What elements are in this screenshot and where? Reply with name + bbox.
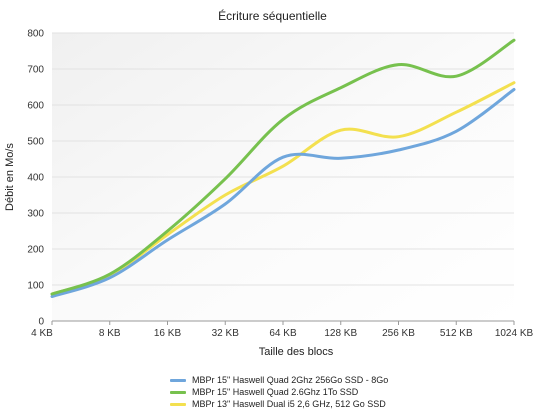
series-layer: [50, 38, 516, 299]
legend-item: MBPr 15" Haswell Quad 2Ghz 256Go SSD - 8…: [170, 374, 388, 386]
y-tick-label: 300: [27, 209, 44, 220]
y-tick-label: 0: [38, 317, 44, 328]
y-axis-title: Débit en Mo/s: [4, 143, 16, 211]
x-tick-label: 8 KB: [99, 328, 121, 339]
x-tick-label: 128 KB: [324, 328, 357, 339]
legend-label: MBPr 15" Haswell Quad 2.6Ghz 1To SSD: [192, 387, 359, 397]
x-tick-label: 16 KB: [154, 328, 182, 339]
y-tick-label: 600: [27, 101, 44, 112]
x-tick-label: 32 KB: [212, 328, 240, 339]
series-line-2: [50, 38, 516, 296]
legend-swatch: [170, 378, 186, 382]
y-ticks: 0 100 200 300 400 500 600 700 800: [27, 29, 44, 328]
legend-swatch: [170, 390, 186, 394]
x-tick-label: 64 KB: [269, 328, 297, 339]
y-tick-label: 800: [27, 29, 44, 40]
x-ticks: 4 KB 8 KB 16 KB 32 KB 64 KB 128 KB 256 KB 512 K…: [31, 321, 534, 339]
legend-label: MBPr 13" Haswell Dual i5 2,6 GHz, 512 Go…: [192, 399, 386, 409]
legend: MBPr 15" Haswell Quad 2Ghz 256Go SSD - 8…: [170, 374, 388, 410]
x-tick-label: 4 KB: [31, 328, 53, 339]
legend-item: MBPr 15" Haswell Quad 2.6Ghz 1To SSD: [170, 386, 388, 398]
x-tick-label: 1024 KB: [495, 328, 534, 339]
y-tick-label: 700: [27, 65, 44, 76]
chart-title: Écriture séquentielle: [218, 9, 327, 23]
x-tick-label: 512 KB: [440, 328, 473, 339]
y-tick-label: 400: [27, 173, 44, 184]
y-tick-label: 500: [27, 137, 44, 148]
legend-label: MBPr 15" Haswell Quad 2Ghz 256Go SSD - 8…: [192, 375, 389, 385]
series-line-1: [50, 88, 516, 299]
x-axis-title: Taille des blocs: [259, 346, 334, 358]
x-tick-label: 256 KB: [382, 328, 415, 339]
y-tick-label: 100: [27, 281, 44, 292]
legend-swatch: [170, 402, 186, 406]
y-tick-label: 200: [27, 245, 44, 256]
legend-item: MBPr 13" Haswell Dual i5 2,6 GHz, 512 Go…: [170, 398, 388, 410]
